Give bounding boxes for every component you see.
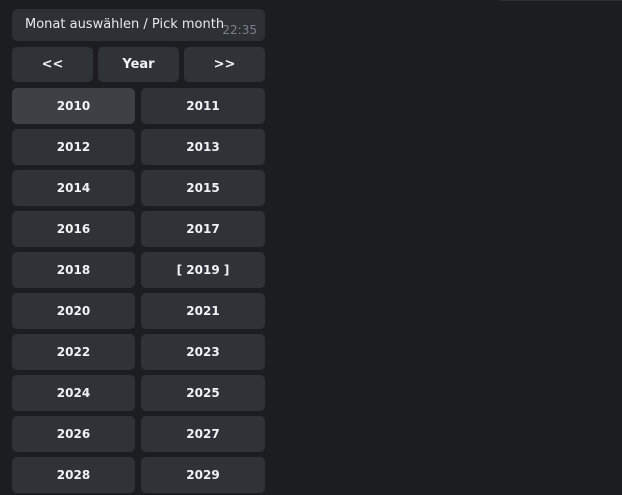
header-divider — [500, 0, 622, 1]
year-option-button[interactable]: 2029 — [141, 457, 265, 493]
message-text: Monat auswählen / Pick month — [25, 17, 225, 32]
year-option-button[interactable]: 2022 — [12, 334, 135, 370]
year-option-button[interactable]: 2015 — [141, 170, 265, 206]
year-option-button[interactable]: 2013 — [141, 129, 265, 165]
year-option-button[interactable]: 2014 — [12, 170, 135, 206]
year-option-button[interactable]: 2026 — [12, 416, 135, 452]
year-option-button[interactable]: [ 2019 ] — [141, 252, 265, 288]
year-option-button[interactable]: 2010 — [12, 88, 135, 124]
year-option-button[interactable]: 2025 — [141, 375, 265, 411]
year-option-button[interactable]: 2012 — [12, 129, 135, 165]
year-option-button[interactable]: 2018 — [12, 252, 135, 288]
year-option-button[interactable]: 2017 — [141, 211, 265, 247]
year-button[interactable]: Year — [98, 47, 179, 82]
year-option-button[interactable]: 2027 — [141, 416, 265, 452]
next-button[interactable]: >> — [184, 47, 265, 82]
year-option-button[interactable]: 2021 — [141, 293, 265, 329]
year-option-button[interactable]: 2020 — [12, 293, 135, 329]
prev-button[interactable]: << — [12, 47, 93, 82]
message-bubble: Monat auswählen / Pick month 22:35 — [12, 9, 265, 41]
year-option-button[interactable]: 2024 — [12, 375, 135, 411]
message-time: 22:35 — [222, 23, 257, 37]
year-option-button[interactable]: 2011 — [141, 88, 265, 124]
year-option-button[interactable]: 2028 — [12, 457, 135, 493]
year-option-button[interactable]: 2023 — [141, 334, 265, 370]
year-option-button[interactable]: 2016 — [12, 211, 135, 247]
